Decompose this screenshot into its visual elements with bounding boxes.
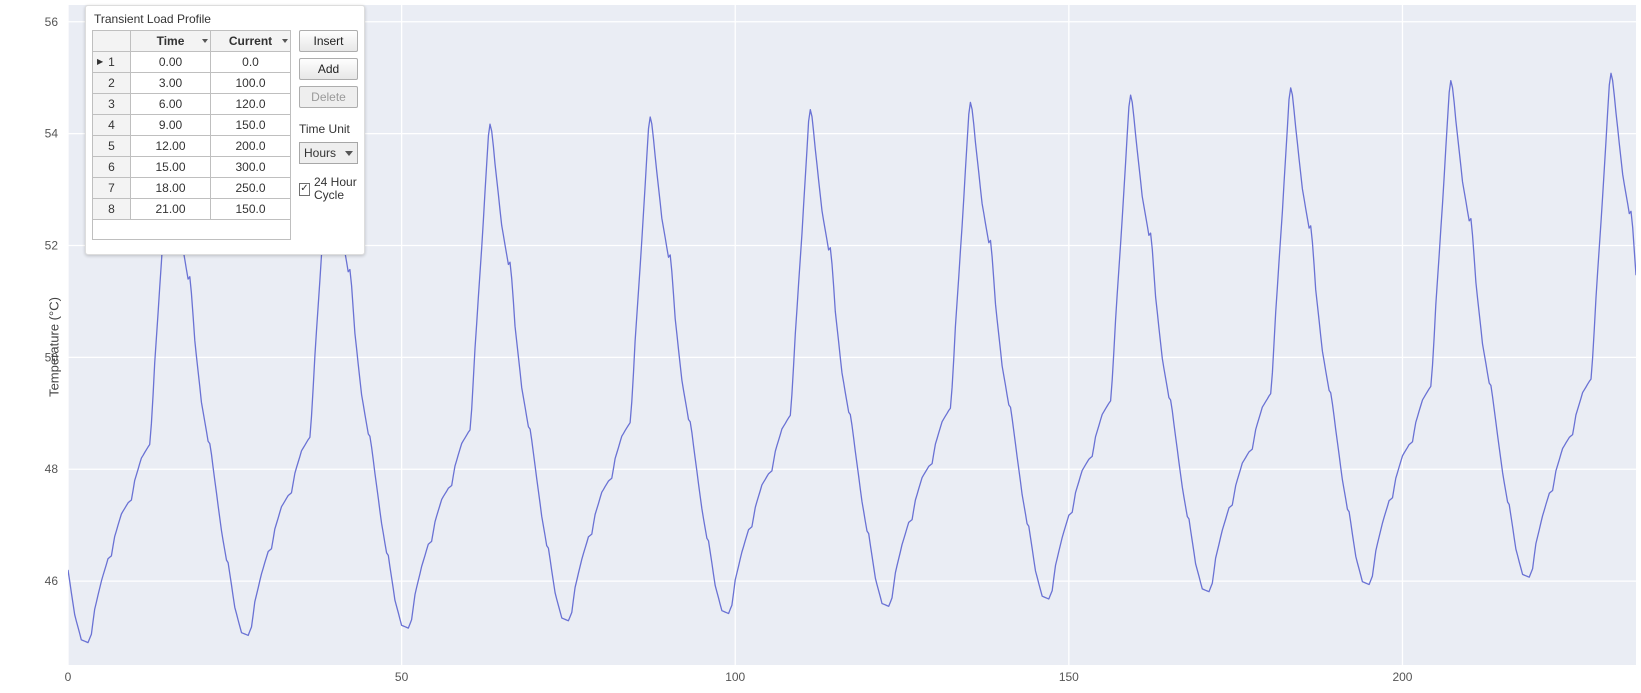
row-selected-icon: ▶ (97, 52, 103, 72)
row-header[interactable]: ▶1 (93, 52, 131, 73)
delete-button[interactable]: Delete (299, 86, 358, 108)
chevron-down-icon (345, 151, 353, 156)
svg-text:46: 46 (45, 574, 59, 588)
cell-current[interactable]: 250.0 (211, 178, 291, 199)
table-row[interactable]: 4 9.00150.0 (93, 115, 291, 136)
row-index: 7 (108, 181, 115, 195)
panel-title: Transient Load Profile (92, 10, 358, 30)
svg-text:54: 54 (45, 127, 59, 141)
svg-text:50: 50 (395, 670, 409, 684)
cell-current[interactable]: 120.0 (211, 94, 291, 115)
row-header[interactable]: 7 (93, 178, 131, 199)
dropdown-icon (282, 39, 288, 43)
row-header[interactable]: 8 (93, 199, 131, 220)
col-header-current-label: Current (229, 34, 272, 48)
col-header-time-label: Time (157, 34, 185, 48)
add-button[interactable]: Add (299, 58, 358, 80)
row-index: 3 (108, 97, 115, 111)
corner-header (93, 31, 131, 52)
empty-row (93, 220, 291, 240)
row-index: 4 (108, 118, 115, 132)
row-header[interactable]: 4 (93, 115, 131, 136)
svg-text:100: 100 (725, 670, 745, 684)
row-header[interactable]: 6 (93, 157, 131, 178)
row-header[interactable]: 3 (93, 94, 131, 115)
row-index: 2 (108, 76, 115, 90)
table-row[interactable]: 6 15.00300.0 (93, 157, 291, 178)
cell-current[interactable]: 100.0 (211, 73, 291, 94)
table-row[interactable]: 8 21.00150.0 (93, 199, 291, 220)
cell-time[interactable]: 0.00 (131, 52, 211, 73)
dropdown-icon (202, 39, 208, 43)
svg-text:200: 200 (1392, 670, 1412, 684)
cell-time[interactable]: 12.00 (131, 136, 211, 157)
svg-text:0: 0 (65, 670, 72, 684)
row-index: 8 (108, 202, 115, 216)
table-row[interactable]: 2 3.00100.0 (93, 73, 291, 94)
time-unit-label: Time Unit (299, 122, 358, 136)
load-profile-panel: Transient Load Profile Time Current ▶10.… (85, 5, 365, 255)
row-header[interactable]: 2 (93, 73, 131, 94)
row-header[interactable]: 5 (93, 136, 131, 157)
table-row[interactable]: 5 12.00200.0 (93, 136, 291, 157)
table-row[interactable]: 3 6.00120.0 (93, 94, 291, 115)
cycle-checkbox[interactable]: ✓ 24 Hour Cycle (299, 176, 358, 202)
cell-time[interactable]: 15.00 (131, 157, 211, 178)
table-row[interactable]: 7 18.00250.0 (93, 178, 291, 199)
svg-text:52: 52 (45, 239, 59, 253)
cell-time[interactable]: 3.00 (131, 73, 211, 94)
cell-current[interactable]: 200.0 (211, 136, 291, 157)
svg-text:150: 150 (1059, 670, 1079, 684)
cell-current[interactable]: 0.0 (211, 52, 291, 73)
row-index: 1 (108, 55, 115, 69)
svg-text:48: 48 (45, 462, 59, 476)
col-header-time[interactable]: Time (131, 31, 211, 52)
cell-current[interactable]: 150.0 (211, 199, 291, 220)
check-icon: ✓ (300, 184, 308, 194)
cell-time[interactable]: 6.00 (131, 94, 211, 115)
row-index: 5 (108, 139, 115, 153)
cycle-label: 24 Hour Cycle (314, 176, 358, 202)
cell-time[interactable]: 18.00 (131, 178, 211, 199)
time-unit-value: Hours (304, 146, 336, 160)
row-index: 6 (108, 160, 115, 174)
insert-button[interactable]: Insert (299, 30, 358, 52)
cell-time[interactable]: 21.00 (131, 199, 211, 220)
time-unit-select[interactable]: Hours (299, 142, 358, 164)
cell-current[interactable]: 150.0 (211, 115, 291, 136)
load-profile-table: Time Current ▶10.000.023.00100.036.00120… (92, 30, 291, 240)
svg-text:56: 56 (45, 15, 59, 29)
col-header-current[interactable]: Current (211, 31, 291, 52)
table-row[interactable]: ▶10.000.0 (93, 52, 291, 73)
cell-current[interactable]: 300.0 (211, 157, 291, 178)
cell-time[interactable]: 9.00 (131, 115, 211, 136)
y-axis-title: Temperature (°C) (46, 297, 61, 397)
